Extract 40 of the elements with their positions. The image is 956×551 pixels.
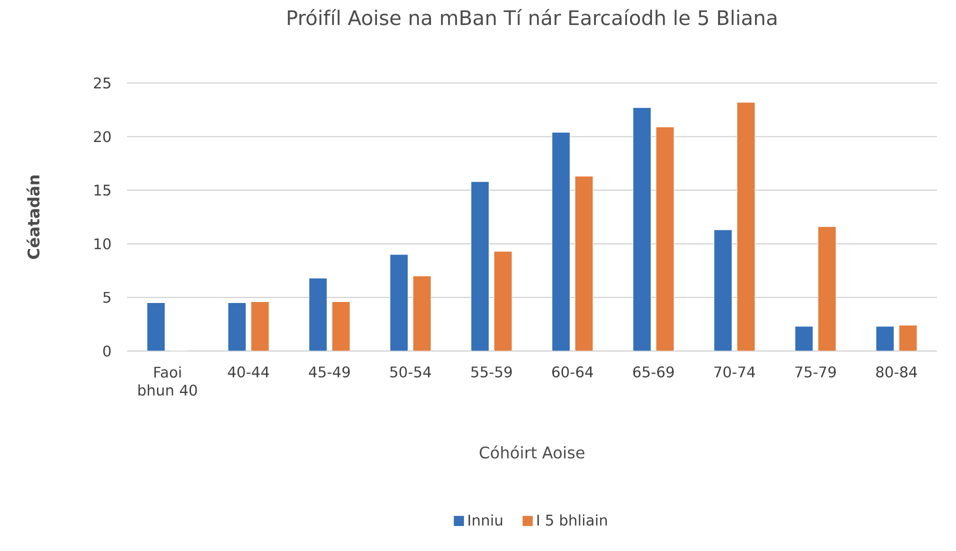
y-tick-label: 15 [94, 184, 110, 196]
bar [876, 326, 894, 351]
y-tick-label: 25 [94, 77, 110, 89]
legend-label: I 5 bhliain [537, 514, 607, 526]
y-tick-label: 10 [94, 238, 111, 250]
y-tick-label: 5 [103, 292, 110, 303]
bar [714, 230, 732, 351]
bar [552, 132, 570, 351]
bar [412, 276, 432, 351]
bar [898, 325, 918, 351]
x-tick-label: 70-74 [714, 366, 755, 378]
bar [494, 251, 512, 351]
bar [574, 176, 594, 351]
bar [470, 181, 490, 351]
x-tick-label: 80-84 [876, 366, 917, 378]
y-tick-label: 20 [94, 131, 111, 142]
x-tick-label: 55-59 [471, 366, 512, 378]
bar [332, 301, 350, 351]
chart-title: Próifíl Aoise na mBan Tí nár Earcaíodh le 5 Bliana [288, 8, 776, 26]
x-tick-label: 50-54 [390, 366, 431, 378]
x-tick-label: 75-79 [795, 366, 836, 378]
bar [736, 102, 756, 351]
bar [656, 126, 674, 351]
legend-label: Inniu [468, 514, 502, 526]
x-tick-label: 65-69 [633, 366, 674, 378]
x-tick-label: 45-49 [308, 366, 350, 378]
x-tick-label: 60-64 [552, 366, 593, 378]
y-axis-title: Céatadán [26, 176, 40, 259]
bar [228, 302, 246, 351]
x-tick-label: 40-44 [228, 366, 269, 378]
bar [308, 278, 328, 351]
bar [390, 254, 408, 351]
bar [250, 301, 270, 351]
bar [632, 107, 652, 351]
bar [818, 226, 836, 351]
y-tick-label: 0 [103, 345, 111, 357]
x-axis-title: Cóhóirt Aoise [480, 446, 584, 459]
bar [146, 302, 166, 351]
bar [794, 326, 814, 351]
x-tick-label: Faoi bhun 40 [138, 366, 197, 396]
